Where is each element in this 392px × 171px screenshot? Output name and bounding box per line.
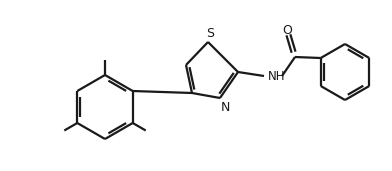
Text: NH: NH — [268, 69, 285, 82]
Text: S: S — [206, 27, 214, 40]
Text: N: N — [220, 101, 230, 114]
Text: O: O — [282, 23, 292, 36]
